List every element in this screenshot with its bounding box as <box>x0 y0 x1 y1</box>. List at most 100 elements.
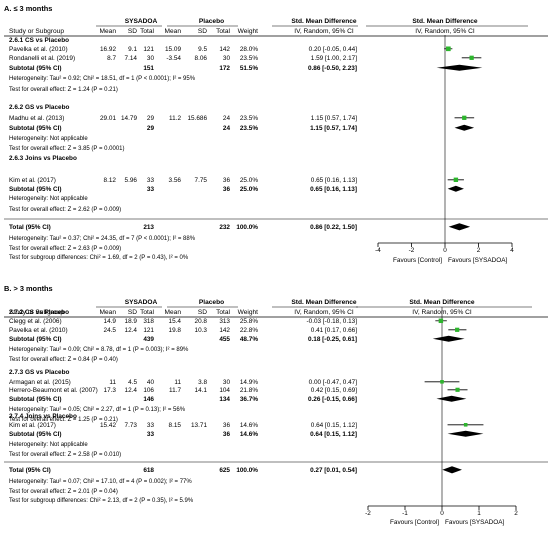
subtotal-label: Subtotal (95% CI) <box>9 186 62 193</box>
subgroup-note: Heterogeneity: Tau² = 0.05; Chi² = 2.27,… <box>9 407 186 413</box>
col-weight-header: Weight <box>238 309 259 316</box>
study-name: Kim et al. (2017) <box>9 422 56 429</box>
study-n-control: 30 <box>223 55 231 62</box>
col-mean-header: Mean <box>100 309 117 316</box>
x-tick-label: 0 <box>440 510 444 517</box>
subgroup-title: 2.6.1 CS vs Placebo <box>9 37 69 44</box>
total-ci-text: 0.27 [0.01, 0.54] <box>310 467 357 474</box>
subtotal-ci-text: 0.64 [0.15, 1.12] <box>310 431 357 438</box>
study-ci-text: 0.20 [-0.05, 0.44] <box>309 46 358 53</box>
subtotal-n-treatment: 33 <box>147 186 155 193</box>
study-ci-text: 1.59 [1.00, 2.17] <box>311 55 357 62</box>
study-weight: 28.0% <box>240 46 258 53</box>
study-name: Armagan et al. (2015) <box>9 379 71 386</box>
study-weight: 21.8% <box>240 387 258 394</box>
favours-control-label: Favours [Control] <box>393 257 442 264</box>
subgroup-note: Test for overall effect: Z = 3.85 (P = 0… <box>9 146 125 152</box>
effect-subheader: IV, Random, 95% CI <box>294 309 354 316</box>
subtotal-weight: 14.6% <box>240 431 258 438</box>
study-mean-control: 11.7 <box>169 387 181 394</box>
total-diamond <box>442 466 462 474</box>
overall-note: Heterogeneity: Tau² = 0.37; Chi² = 24.35… <box>9 236 196 242</box>
subtotal-diamond <box>447 185 464 192</box>
study-n-control: 36 <box>223 177 231 184</box>
col-total-header: Total <box>216 309 230 316</box>
panel-label: B. > 3 months <box>4 284 53 293</box>
subgroup-note: Heterogeneity: Tau² = 0.92; Chi² = 18.51… <box>9 76 196 82</box>
group-left-header: SYSADOA <box>125 299 158 306</box>
subtotal-ci-text: 0.86 [-0.50, 2.23] <box>308 65 357 72</box>
subgroup-note: Test for overall effect: Z = 0.84 (P = 0… <box>9 357 118 363</box>
panel-label: A. ≤ 3 months <box>4 4 52 13</box>
study-point <box>438 318 444 324</box>
study-ci-text: 0.00 [-0.47, 0.47] <box>309 379 358 386</box>
subtotal-n-control: 172 <box>219 65 230 72</box>
subtotal-diamond <box>454 124 475 131</box>
total-weight: 100.0% <box>236 224 258 231</box>
study-name: Herrero-Beaumont et al. (2007) <box>9 387 98 394</box>
study-point <box>463 423 468 427</box>
study-n-treatment: 106 <box>143 387 154 394</box>
subtotal-n-control: 134 <box>219 396 230 403</box>
col-subgroup-header: Study or Subgroup <box>9 309 64 316</box>
study-mean-control: 19.8 <box>169 327 182 334</box>
study-sd-control: 15.686 <box>187 115 207 122</box>
subtotal-diamond <box>432 335 465 342</box>
study-ci-text: 0.42 [0.15, 0.69] <box>311 387 357 394</box>
x-tick-label: 2 <box>477 247 481 254</box>
subgroup-note: Test for overall effect: Z = 2.58 (P = 0… <box>9 452 121 458</box>
study-n-treatment: 29 <box>147 115 155 122</box>
study-mean-control: 11 <box>174 379 181 386</box>
subtotal-diamond <box>436 395 467 402</box>
study-name: Rondanelli et al. (2019) <box>9 55 75 62</box>
col-sd-header: SD <box>128 28 137 35</box>
subgroup-note: Test for overall effect: Z = 2.62 (P = 0… <box>9 207 121 213</box>
study-sd-control: 20.8 <box>195 318 208 325</box>
study-name: Pavelka et al. (2010) <box>9 46 68 53</box>
col-total-header: Total <box>140 28 154 35</box>
effect-subheader: IV, Random, 95% CI <box>294 28 354 35</box>
subtotal-label: Subtotal (95% CI) <box>9 65 62 72</box>
study-weight: 23.5% <box>240 115 258 122</box>
study-sd-control: 14.1 <box>195 387 208 394</box>
subtotal-weight: 51.5% <box>240 65 258 72</box>
subgroup-note: Test for overall effect: Z = 1.25 (P = 0… <box>9 417 118 423</box>
study-point <box>446 46 451 52</box>
x-tick-label: 1 <box>477 510 481 517</box>
x-tick-label: -2 <box>365 510 371 517</box>
study-weight: 14.6% <box>240 422 258 429</box>
study-mean-treatment: 15.42 <box>100 422 116 429</box>
plot-header: Std. Mean Difference <box>412 18 478 25</box>
study-ci-text: 1.15 [0.57, 1.74] <box>311 115 357 122</box>
study-weight: 23.5% <box>240 55 258 62</box>
study-n-control: 142 <box>219 327 230 334</box>
subtotal-weight: 48.7% <box>240 336 258 343</box>
overall-note: Test for subgroup differences: Chi² = 2.… <box>9 498 194 504</box>
total-ci-text: 0.86 [0.22, 1.50] <box>310 224 357 231</box>
effect-header: Std. Mean Difference <box>291 299 357 306</box>
col-sd-header: SD <box>198 28 207 35</box>
study-mean-control: 3.56 <box>169 177 182 184</box>
study-mean-control: 8.15 <box>169 422 182 429</box>
subtotal-ci-text: 0.26 [-0.15, 0.66] <box>308 396 357 403</box>
x-tick-label: 0 <box>443 247 447 254</box>
subtotal-ci-text: 0.18 [-0.25, 0.61] <box>308 336 357 343</box>
study-sd-treatment: 18.9 <box>125 318 138 325</box>
x-tick-label: 2 <box>514 510 518 517</box>
subtotal-n-treatment: 439 <box>143 336 154 343</box>
study-name: Madhu et al. (2013) <box>9 115 64 122</box>
col-sd-header: SD <box>198 309 207 316</box>
subtotal-n-control: 24 <box>223 125 231 132</box>
subtotal-ci-text: 1.15 [0.57, 1.74] <box>310 125 357 132</box>
study-sd-treatment: 4.5 <box>128 379 137 386</box>
x-tick-label: 4 <box>510 247 514 254</box>
subtotal-ci-text: 0.65 [0.16, 1.13] <box>310 186 357 193</box>
study-ci-text: 0.41 [0.17, 0.66] <box>311 327 357 334</box>
study-name: Kim et al. (2017) <box>9 177 56 184</box>
col-total-header: Total <box>140 309 154 316</box>
total-label: Total (95% CI) <box>9 224 51 231</box>
group-left-header: SYSADOA <box>125 18 158 25</box>
col-weight-header: Weight <box>238 28 259 35</box>
